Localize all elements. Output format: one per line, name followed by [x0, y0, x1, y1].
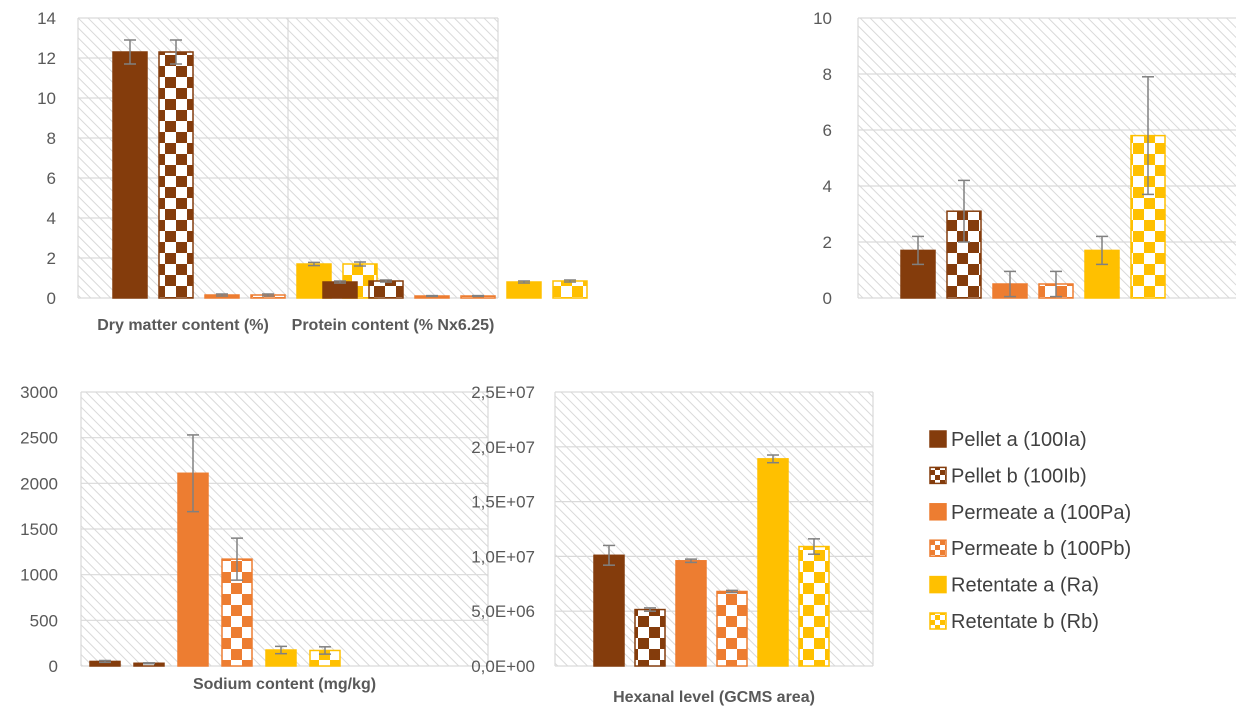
chart-panel-1: 0 2 4 6 8 10 12 14 Dry matter content (%) Protein…	[37, 9, 588, 334]
error-bar	[308, 261, 320, 267]
legend-swatch	[929, 539, 947, 557]
y-tick-label: 0	[823, 289, 832, 308]
error-bar	[1142, 76, 1154, 196]
y-tick-label: 8	[47, 129, 56, 148]
legend-swatch	[929, 430, 947, 448]
legend-item: Permeate a (100Pa)	[929, 502, 1131, 524]
error-bar	[319, 646, 331, 655]
y-tick-label: 5,0E+06	[471, 602, 535, 621]
y-tick-label: 1500	[20, 520, 58, 539]
bar-pellet-b	[158, 51, 194, 299]
legend-swatch	[929, 612, 947, 630]
legend-item: Retentate a (Ra)	[929, 575, 1099, 597]
y-tick-label: 12	[37, 49, 56, 68]
legend-label: Retentate b (Rb)	[951, 611, 1099, 633]
x-axis-category-label: Sodium content (mg/kg)	[193, 676, 376, 693]
error-bar	[334, 280, 346, 284]
error-bar	[603, 544, 615, 566]
bar-retentate-b	[552, 280, 588, 299]
legend-swatch	[929, 503, 947, 521]
chart-legend: Pellet a (100Ia) Pellet b (100Ib) Permeate…	[929, 429, 1131, 633]
y-tick-label: 6	[47, 169, 56, 188]
error-bar	[958, 179, 970, 243]
error-bar	[472, 294, 484, 298]
legend-item: Permeate b (100Pb)	[929, 538, 1131, 560]
error-bar	[644, 607, 656, 612]
y-tick-label: 1,0E+07	[471, 547, 535, 566]
error-bar	[518, 280, 530, 284]
y-tick-label: 6	[823, 121, 832, 140]
bar-pellet-b	[634, 608, 666, 667]
legend-label: Permeate a (100Pa)	[951, 502, 1131, 524]
legend-item: Pellet b (100Ib)	[929, 465, 1087, 487]
error-bar	[124, 39, 136, 65]
legend-swatch	[929, 575, 947, 594]
error-bar	[685, 558, 697, 564]
error-bar	[231, 537, 243, 581]
error-bar	[170, 39, 182, 65]
legend-item: Pellet a (100Ia)	[929, 429, 1087, 451]
x-axis-category-label: Hexanal level (GCMS area)	[613, 689, 815, 706]
y-tick-label: 14	[37, 9, 56, 28]
y-tick-label: 10	[813, 9, 832, 28]
chart-panel-3: 0 500 1000 1500 2000 2500 3000 Sodium content (…	[20, 383, 489, 693]
y-tick-label: 4	[47, 209, 56, 228]
charts-layer: 0 2 4 6 8 10 12 14 Dry matter content (%) Protein…	[20, 9, 1236, 706]
error-bar	[1050, 270, 1062, 298]
error-bar	[262, 293, 274, 297]
y-tick-label: 2,0E+07	[471, 438, 535, 457]
error-bar	[726, 589, 738, 594]
error-bar	[99, 659, 111, 664]
y-tick-label: 10	[37, 89, 56, 108]
bar-pellet-a	[322, 281, 358, 299]
y-tick-label: 0	[47, 289, 56, 308]
y-tick-label: 1000	[20, 566, 58, 585]
error-bar	[1096, 235, 1108, 266]
y-tick-label: 2,5E+07	[471, 383, 535, 402]
y-tick-label: 3000	[20, 383, 58, 402]
error-bar	[216, 293, 228, 297]
y-tick-label: 500	[30, 611, 58, 630]
legend-label: Retentate a (Ra)	[951, 575, 1099, 597]
x-axis-category-label: Dry matter content (%)	[97, 317, 269, 334]
y-tick-label: 2500	[20, 429, 58, 448]
bar-permeate-a	[675, 560, 707, 667]
error-bar	[275, 645, 287, 655]
bar-retentate-a	[506, 281, 542, 299]
bar-pellet-b	[368, 280, 404, 299]
error-bar	[354, 261, 366, 267]
error-bar	[912, 235, 924, 266]
bar-retentate-b	[798, 545, 830, 667]
error-bar	[808, 538, 820, 555]
bar-retentate-a	[757, 458, 789, 667]
legend-swatch	[929, 466, 947, 485]
error-bar	[426, 294, 438, 298]
bar-pellet-a	[112, 51, 148, 299]
error-bar	[1004, 270, 1016, 298]
chart-panel-4: 0,0E+00 5,0E+06 1,0E+07 1,5E+07 2,0E+07 2,5E+…	[471, 383, 874, 706]
bar-permeate-b	[716, 590, 748, 667]
error-bar	[380, 279, 392, 283]
legend-label: Pellet a (100Ia)	[951, 429, 1087, 451]
error-bar	[767, 454, 779, 464]
error-bar	[564, 279, 576, 283]
y-tick-label: 2000	[20, 474, 58, 493]
legend-item: Retentate b (Rb)	[929, 611, 1099, 633]
error-bar	[143, 662, 155, 665]
chart-panel-2: 0246810Caffeic acid content (ng/g)	[813, 9, 1236, 308]
y-tick-label: 8	[823, 65, 832, 84]
y-tick-label: 0,0E+00	[471, 657, 535, 676]
bar-pellet-a	[593, 554, 625, 667]
legend-label: Pellet b (100Ib)	[951, 465, 1087, 487]
y-tick-label: 2	[47, 249, 56, 268]
y-tick-label: 4	[823, 177, 832, 196]
y-tick-label: 2	[823, 233, 832, 252]
y-tick-label: 1,5E+07	[471, 493, 535, 512]
legend-label: Permeate b (100Pb)	[951, 538, 1131, 560]
error-bar	[187, 434, 199, 513]
x-axis-category-label: Protein content (% Nx6.25)	[292, 317, 495, 334]
y-tick-label: 0	[49, 657, 58, 676]
